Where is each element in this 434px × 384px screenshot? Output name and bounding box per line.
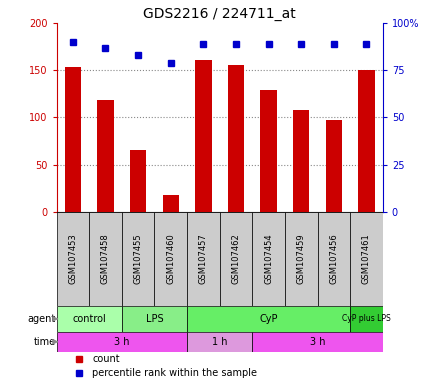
Text: GSM107454: GSM107454 xyxy=(263,233,273,284)
Bar xyxy=(293,110,309,212)
Bar xyxy=(97,100,113,212)
Text: GSM107460: GSM107460 xyxy=(166,233,175,284)
Text: GSM107462: GSM107462 xyxy=(231,233,240,284)
Bar xyxy=(56,306,122,332)
Text: GSM107461: GSM107461 xyxy=(361,233,370,284)
Bar xyxy=(358,70,374,212)
Bar xyxy=(187,306,349,332)
Bar xyxy=(89,212,122,306)
Bar xyxy=(130,151,146,212)
Bar xyxy=(252,212,284,306)
Text: GSM107457: GSM107457 xyxy=(198,233,207,284)
Text: control: control xyxy=(72,314,106,324)
Bar xyxy=(154,212,187,306)
Text: 3 h: 3 h xyxy=(309,337,325,347)
Bar xyxy=(56,332,187,352)
Text: GSM107453: GSM107453 xyxy=(68,233,77,284)
Text: count: count xyxy=(92,354,120,364)
Bar xyxy=(162,195,178,212)
Text: GSM107456: GSM107456 xyxy=(329,233,338,284)
Text: agent: agent xyxy=(28,314,56,324)
Bar xyxy=(187,212,219,306)
Bar xyxy=(187,332,252,352)
Bar xyxy=(260,90,276,212)
Bar xyxy=(65,67,81,212)
Bar xyxy=(325,120,341,212)
Bar xyxy=(349,306,382,332)
Bar xyxy=(284,212,317,306)
Bar xyxy=(349,212,382,306)
Bar xyxy=(227,66,243,212)
Title: GDS2216 / 224711_at: GDS2216 / 224711_at xyxy=(143,7,296,21)
Text: time: time xyxy=(34,337,56,347)
Bar xyxy=(195,60,211,212)
Bar xyxy=(252,332,382,352)
Bar xyxy=(122,306,187,332)
Text: 3 h: 3 h xyxy=(114,337,129,347)
Text: GSM107455: GSM107455 xyxy=(133,233,142,284)
Bar xyxy=(56,212,89,306)
Text: percentile rank within the sample: percentile rank within the sample xyxy=(92,368,257,378)
Text: CyP: CyP xyxy=(259,314,277,324)
Text: GSM107459: GSM107459 xyxy=(296,233,305,284)
Text: 1 h: 1 h xyxy=(211,337,227,347)
Bar xyxy=(219,212,252,306)
Text: LPS: LPS xyxy=(145,314,163,324)
Bar xyxy=(122,212,154,306)
Text: CyP plus LPS: CyP plus LPS xyxy=(341,314,390,323)
Text: GSM107458: GSM107458 xyxy=(101,233,110,284)
Bar xyxy=(317,212,349,306)
